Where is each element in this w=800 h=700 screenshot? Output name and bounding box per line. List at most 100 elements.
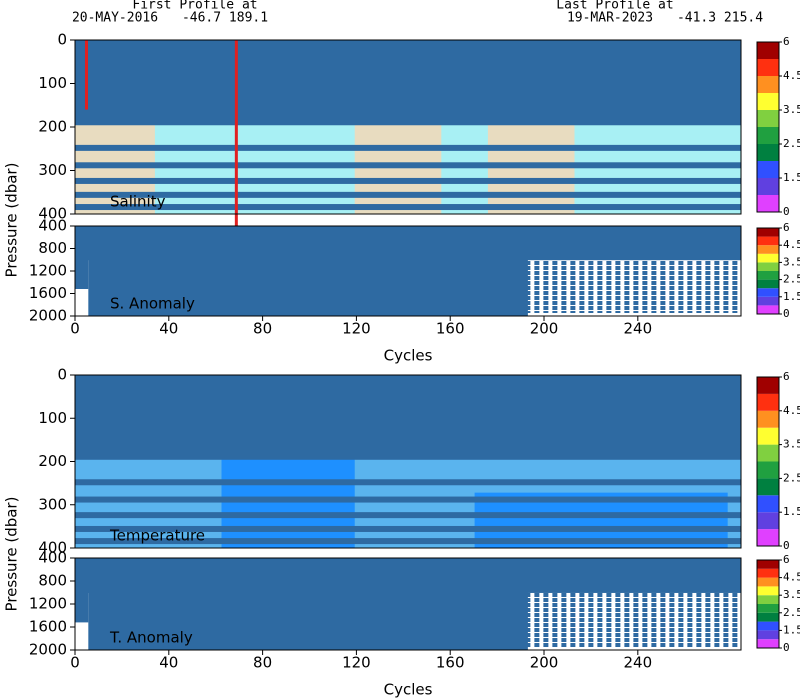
- colorbar-cell: [757, 621, 779, 631]
- y-tick-label: 1600: [29, 618, 67, 636]
- colorbar-cell: [757, 568, 779, 578]
- colorbar-tick-label: 4.5: [783, 571, 800, 584]
- first-label: First Profile at: [132, 0, 257, 13]
- colorbar-tick-label: 6: [783, 35, 790, 48]
- field-stripe: [75, 479, 741, 486]
- x-tick-label: 240: [623, 654, 652, 672]
- colorbar-tick-label: 3.5: [783, 588, 800, 601]
- y-tick-label: 400: [38, 205, 67, 223]
- x-tick-label: 160: [436, 320, 465, 338]
- colorbar-cell: [757, 110, 779, 127]
- field-stripe: [75, 204, 741, 211]
- colorbar-tick-label: 0: [783, 205, 790, 218]
- y-tick-label: 0: [57, 31, 67, 49]
- field-fill: [88, 558, 528, 650]
- colorbar-tick-label: 0: [783, 307, 790, 320]
- colorbar-frame: [756, 376, 780, 547]
- colorbar-cell: [757, 586, 779, 596]
- y-axis-label: Pressure (dbar): [3, 163, 21, 278]
- colorbar-cell: [757, 161, 779, 178]
- colorbar-cell: [757, 228, 779, 237]
- last-position: -41.3 215.4: [677, 11, 763, 26]
- colorbar-tick-label: 2.5: [783, 606, 800, 619]
- colorbar-cell: [757, 512, 779, 530]
- y-tick-label: 1200: [29, 262, 67, 280]
- colorbar-tick-label: 2.5: [783, 137, 800, 150]
- y-tick-label: 200: [38, 118, 67, 136]
- x-tick-label: 120: [342, 654, 371, 672]
- x-tick-label: 80: [253, 320, 272, 338]
- colorbar-cell: [757, 93, 779, 110]
- y-tick-label: 0: [57, 366, 67, 384]
- y-tick-label: 300: [38, 495, 67, 513]
- y-tick-label: 400: [38, 549, 67, 567]
- x-tick-label: 240: [623, 320, 652, 338]
- field-fill: [75, 40, 741, 126]
- colorbar-cell: [757, 271, 779, 280]
- field-line: [234, 40, 238, 244]
- colorbar-cell: [757, 377, 779, 394]
- y-tick-label: 2000: [29, 307, 67, 325]
- x-tick-label: 0: [70, 654, 80, 672]
- colorbar-tick-label: 6: [783, 370, 790, 383]
- colorbar-tick-label: 2.5: [783, 471, 800, 484]
- colorbar-tick-label: 0: [783, 539, 790, 552]
- colorbar-cell: [757, 296, 779, 306]
- colorbar-cell: [757, 612, 779, 622]
- field-stripe: [75, 177, 741, 184]
- y-tick-label: 100: [38, 409, 67, 427]
- y-tick-label: 800: [38, 239, 67, 257]
- colorbar-cell: [757, 478, 779, 496]
- colorbar-cell: [757, 595, 779, 604]
- colorbar-cell: [757, 577, 779, 587]
- y-tick-label: 100: [38, 74, 67, 92]
- panel-title: Salinity: [110, 193, 166, 211]
- field-fill: [75, 375, 741, 460]
- field-stripe: [75, 525, 741, 532]
- colorbar-tick-label: 1.5: [783, 623, 800, 636]
- colorbar-tick-label: 3.5: [783, 103, 800, 116]
- colorbar-cell: [757, 42, 779, 59]
- x-tick-label: 40: [159, 654, 178, 672]
- colorbar-cell: [757, 410, 779, 428]
- colorbar-cell: [757, 127, 779, 144]
- colorbar-tick-label: 0: [783, 641, 790, 654]
- colorbar-cell: [757, 427, 779, 445]
- colorbar-tick-label: 3.5: [783, 255, 800, 268]
- colorbar-cell: [757, 144, 779, 161]
- colorbar-cell: [757, 529, 779, 546]
- y-tick-label: 800: [38, 572, 67, 590]
- x-tick-label: 160: [436, 654, 465, 672]
- x-axis-label: Cycles: [384, 347, 433, 365]
- colorbar-cell: [757, 288, 779, 297]
- colorbar-tick-label: 4.5: [783, 69, 800, 82]
- panel-title: S. Anomaly: [110, 295, 195, 313]
- y-tick-label: 1600: [29, 284, 67, 302]
- field-stripe: [75, 496, 741, 503]
- colorbar-cell: [757, 461, 779, 479]
- colorbar-tick-label: 4.5: [783, 238, 800, 251]
- colorbar-cell: [757, 262, 779, 271]
- last-label: Last Profile at: [556, 0, 673, 13]
- colorbar-cell: [757, 59, 779, 76]
- colorbar-tick-label: 2.5: [783, 273, 800, 286]
- field-line: [84, 40, 88, 110]
- x-tick-label: 120: [342, 320, 371, 338]
- colorbar-cell: [757, 639, 779, 648]
- y-tick-label: 1200: [29, 595, 67, 613]
- x-tick-label: 0: [70, 320, 80, 338]
- field-patch: [354, 123, 442, 214]
- colorbar-tick-label: 6: [783, 221, 790, 234]
- field-stripe: [75, 162, 741, 169]
- colorbar-frame: [756, 227, 780, 315]
- colorbar-tick-label: 6: [783, 553, 790, 566]
- field-fill: [88, 226, 528, 316]
- y-tick-label: 300: [38, 161, 67, 179]
- x-tick-label: 80: [253, 654, 272, 672]
- colorbar-cell: [757, 253, 779, 263]
- y-tick-label: 400: [38, 539, 67, 557]
- colorbar-cell: [757, 495, 779, 513]
- field-fill: [75, 226, 89, 289]
- colorbar-cell: [757, 245, 779, 254]
- last-date: 19-MAR-2023: [567, 11, 653, 26]
